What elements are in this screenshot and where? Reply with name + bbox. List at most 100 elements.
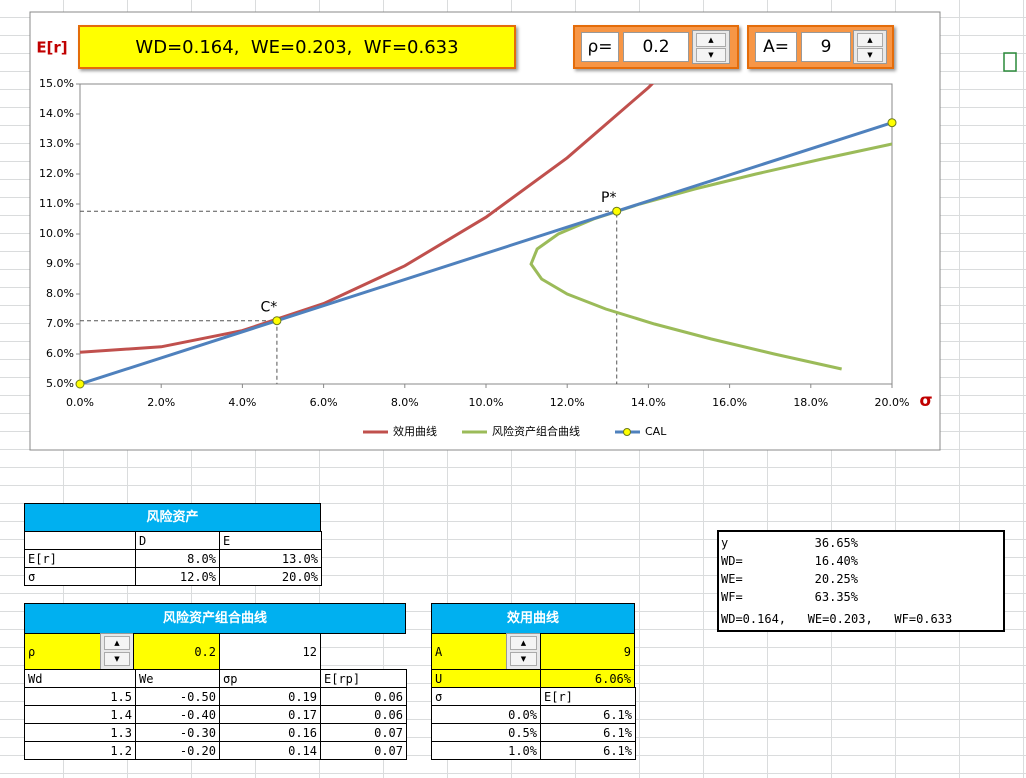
x-tick-label: 8.0%: [391, 396, 419, 409]
x-tick-label: 14.0%: [631, 396, 666, 409]
value-cell: 6.1%: [540, 705, 636, 724]
rho-control: ρ= 0.2 ▲ ▼: [573, 25, 739, 69]
value-cell: 0.19: [219, 687, 321, 706]
spin-up[interactable]: ▲: [104, 636, 130, 650]
table-title: 风险资产: [24, 503, 321, 532]
y-tick-label: 11.0%: [39, 197, 74, 210]
row-label: E[r]: [24, 549, 136, 568]
value-cell: -0.30: [135, 723, 220, 742]
summary-value: 36.65%: [814, 536, 858, 550]
x-tick-label: 2.0%: [147, 396, 175, 409]
value-cell: 13.0%: [219, 549, 322, 568]
value-cell: 0.06: [320, 687, 407, 706]
rho-value: 0.2: [133, 633, 220, 670]
column-header: D: [135, 531, 220, 550]
column-header: E[rp]: [320, 669, 407, 688]
value-cell: 0.14: [219, 741, 321, 760]
column-header: E[r]: [540, 687, 636, 706]
summary-value: 16.40%: [814, 554, 858, 568]
value-cell: 0.06: [320, 705, 407, 724]
value-cell: 0.16: [219, 723, 321, 742]
y-tick-label: 6.0%: [46, 347, 74, 360]
column-header: E: [219, 531, 322, 550]
legend-label: 风险资产组合曲线: [492, 424, 580, 438]
value-cell: 1.4: [24, 705, 136, 724]
value-cell: 0.07: [320, 741, 407, 760]
x-tick-label: 18.0%: [793, 396, 828, 409]
annotation: C*: [261, 300, 278, 316]
spin-down[interactable]: ▼: [104, 652, 130, 666]
value-cell: 6.1%: [540, 723, 636, 742]
cell-cursor: [1003, 52, 1017, 72]
value-cell: -0.50: [135, 687, 220, 706]
series-line: [529, 142, 892, 371]
guide-line: [80, 210, 618, 384]
value-cell: 1.0%: [431, 741, 541, 760]
y-tick-label: 5.0%: [46, 377, 74, 390]
series-marker: [272, 316, 282, 326]
x-axis-label: σ: [919, 391, 932, 411]
x-tick-label: 12.0%: [550, 396, 585, 409]
summary-label: y: [721, 536, 729, 550]
series-line: [80, 121, 892, 384]
a-label: A: [431, 633, 507, 670]
y-tick-label: 12.0%: [39, 167, 74, 180]
series-marker: [887, 118, 897, 128]
x-tick-label: 0.0%: [66, 396, 94, 409]
summary-label: WD=: [721, 554, 743, 568]
legend-marker: [623, 428, 631, 436]
a-value: 9: [540, 633, 635, 670]
annotation: P*: [601, 190, 616, 206]
y-tick-label: 15.0%: [39, 77, 74, 90]
summary-label: WE=: [721, 572, 743, 586]
summary-value: 63.35%: [814, 590, 858, 604]
y-tick-label: 14.0%: [39, 107, 74, 120]
series-marker: [612, 206, 622, 216]
x-tick-label: 6.0%: [310, 396, 338, 409]
value-cell: 8.0%: [135, 549, 220, 568]
spinner[interactable]: ▲ ▼: [506, 633, 541, 670]
rho-value: 0.2: [623, 32, 689, 62]
x-tick-label: 4.0%: [228, 396, 256, 409]
cell: [24, 531, 136, 550]
column-header: Wd: [24, 669, 136, 688]
chart-area: [29, 11, 941, 451]
column-header: We: [135, 669, 220, 688]
table-title: 风险资产组合曲线: [24, 603, 406, 634]
y-tick-label: 13.0%: [39, 137, 74, 150]
column-header: σp: [219, 669, 321, 688]
y-tick-label: 10.0%: [39, 227, 74, 240]
spin-up[interactable]: ▲: [510, 636, 537, 650]
spin-down[interactable]: ▼: [510, 652, 537, 666]
a-label: A=: [755, 32, 797, 62]
x-tick-label: 10.0%: [469, 396, 504, 409]
value-cell: 20.0%: [219, 567, 322, 586]
value-cell: -0.40: [135, 705, 220, 724]
summary-value: 20.25%: [814, 572, 858, 586]
y-axis-label: E[r]: [36, 39, 67, 57]
rho-label: ρ=: [581, 32, 619, 62]
series-marker: [75, 379, 85, 389]
value-cell: 0.07: [320, 723, 407, 742]
count-cell: 12: [219, 633, 321, 670]
x-tick-label: 16.0%: [712, 396, 747, 409]
value-cell: 1.3: [24, 723, 136, 742]
x-tick-label: 20.0%: [875, 396, 910, 409]
a-control: A= 9 ▲ ▼: [747, 25, 894, 69]
value-cell: 0.0%: [431, 705, 541, 724]
value-cell: -0.20: [135, 741, 220, 760]
rho-spinner[interactable]: ▲ ▼: [692, 30, 730, 64]
weights-display: WD=0.164, WE=0.203, WF=0.633: [78, 25, 516, 69]
a-spinner[interactable]: ▲ ▼: [853, 30, 887, 64]
series-line: [80, 84, 655, 354]
table-title: 效用曲线: [431, 603, 635, 634]
spinner[interactable]: ▲ ▼: [100, 633, 134, 670]
y-tick-label: 7.0%: [46, 317, 74, 330]
value-cell: 1.2: [24, 741, 136, 760]
value-cell: 0.17: [219, 705, 321, 724]
legend-label: 效用曲线: [393, 424, 437, 438]
row-label: σ: [24, 567, 136, 586]
a-value: 9: [801, 32, 851, 62]
